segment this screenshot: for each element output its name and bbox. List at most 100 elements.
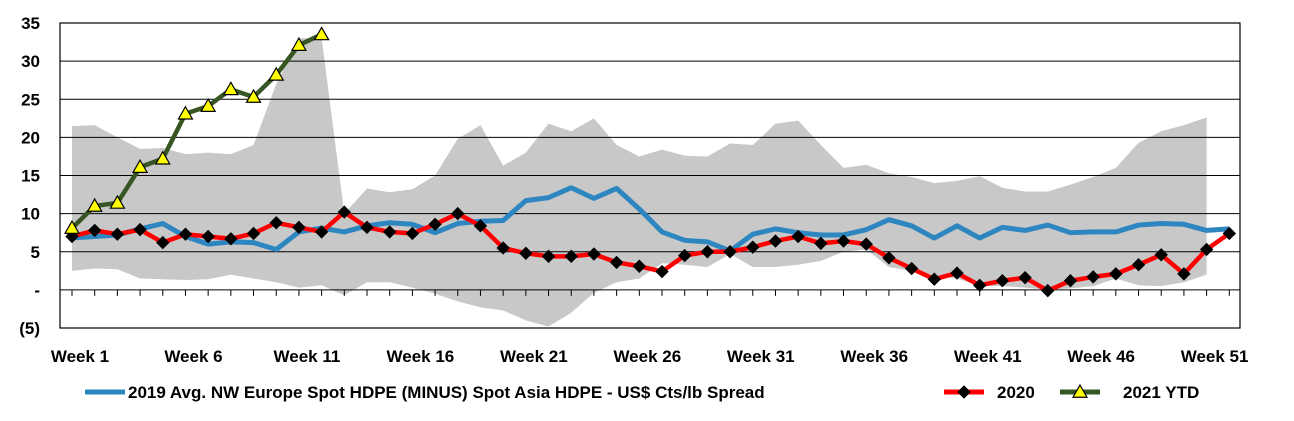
data-point-diamond — [587, 247, 601, 261]
x-tick-label: Week 36 — [840, 347, 908, 366]
range-band-area — [72, 38, 1207, 327]
data-point-diamond — [950, 266, 964, 280]
x-tick-label: Week 31 — [727, 347, 795, 366]
data-point-diamond — [972, 278, 987, 293]
x-tick-label: Week 6 — [164, 347, 222, 366]
data-point-diamond — [87, 223, 102, 238]
data-point-diamond — [655, 264, 669, 279]
data-point-triangle — [154, 150, 171, 165]
data-point-diamond — [836, 234, 851, 248]
series-1 — [65, 205, 1237, 298]
data-point-diamond — [178, 227, 193, 241]
x-tick-label: Week 1 — [51, 347, 109, 366]
y-tick-label: 20 — [21, 128, 40, 147]
legend-item-2: 2021 YTD — [1060, 383, 1199, 402]
y-tick-label: 35 — [21, 14, 40, 33]
data-point-diamond — [957, 385, 971, 399]
data-point-diamond — [700, 245, 715, 259]
x-tick-label: Week 21 — [500, 347, 568, 366]
data-point-diamond — [1063, 274, 1078, 288]
data-point-diamond — [110, 227, 125, 241]
data-point-diamond — [1018, 270, 1032, 285]
data-point-diamond — [382, 225, 397, 239]
series-2 — [63, 26, 330, 234]
data-point-diamond — [1041, 283, 1055, 298]
data-point-diamond — [405, 226, 420, 241]
data-point-diamond — [723, 245, 737, 259]
data-point-diamond — [1086, 270, 1100, 284]
data-point-diamond — [269, 216, 283, 230]
data-point-triangle — [222, 81, 239, 96]
y-tick-label: 10 — [21, 205, 40, 224]
data-point-diamond — [428, 217, 442, 232]
legend-item-1: 2020 — [944, 383, 1035, 402]
data-point-diamond — [1199, 242, 1214, 257]
data-point-diamond — [1131, 258, 1146, 272]
data-point-diamond — [156, 235, 170, 250]
legend-label: 2019 Avg. NW Europe Spot HDPE (MINUS) Sp… — [128, 383, 765, 402]
data-point-triangle — [290, 36, 307, 51]
data-point-diamond — [1154, 248, 1168, 262]
series-0 — [71, 185, 1230, 254]
data-point-diamond — [677, 248, 692, 263]
data-point-diamond — [791, 229, 805, 244]
y-tick-label: 25 — [21, 90, 40, 109]
axes-layer — [59, 22, 1241, 329]
series-line — [71, 209, 1231, 293]
series-layer — [63, 26, 1237, 298]
legend-label: 2020 — [997, 383, 1035, 402]
x-tick-label: Week 51 — [1181, 347, 1249, 366]
data-point-diamond — [768, 234, 783, 248]
data-point-diamond — [995, 274, 1010, 288]
data-point-triangle — [63, 219, 81, 234]
data-point-diamond — [814, 236, 828, 251]
y-tick-label: 30 — [21, 52, 40, 71]
data-point-diamond — [1109, 267, 1123, 281]
data-point-diamond — [246, 226, 261, 241]
range-band-layer — [72, 38, 1207, 327]
data-point-diamond — [360, 220, 374, 235]
data-point-diamond — [519, 246, 533, 260]
x-tick-label: Week 26 — [613, 347, 681, 366]
data-point-diamond — [882, 251, 896, 265]
data-point-diamond — [632, 259, 647, 273]
data-point-triangle — [200, 97, 217, 112]
y-tick-label: - — [34, 281, 40, 300]
legend: 2019 Avg. NW Europe Spot HDPE (MINUS) Sp… — [85, 383, 1199, 402]
legend-label: 2021 YTD — [1123, 383, 1199, 402]
data-point-triangle — [245, 88, 262, 103]
data-point-diamond — [564, 249, 578, 264]
x-tick-label: Week 11 — [274, 347, 341, 366]
data-point-triangle — [268, 66, 285, 81]
x-tick-label: Week 46 — [1067, 347, 1135, 366]
data-point-triangle — [132, 158, 149, 173]
data-point-diamond — [1177, 267, 1191, 281]
data-point-diamond — [314, 225, 329, 239]
data-point-diamond — [496, 241, 510, 255]
data-point-triangle — [109, 194, 126, 209]
data-point-triangle — [313, 26, 330, 41]
data-point-diamond — [201, 229, 215, 244]
y-tick-label: 15 — [21, 167, 40, 186]
data-point-triangle — [86, 197, 103, 212]
data-point-diamond — [927, 272, 942, 286]
data-point-diamond — [1222, 226, 1237, 241]
data-point-diamond — [292, 220, 306, 235]
data-point-diamond — [451, 206, 465, 221]
data-point-diamond — [337, 205, 352, 219]
data-point-diamond — [746, 240, 760, 254]
tick-labels-layer: 35 30 25 20 15 10 5 - (5) Week 1 Week 6 Week 11 Week… — [19, 14, 1248, 366]
data-point-diamond — [224, 232, 238, 246]
data-point-diamond — [859, 237, 873, 251]
data-point-triangle — [1071, 383, 1089, 398]
x-tick-label: Week 16 — [387, 347, 455, 366]
data-point-diamond — [904, 261, 919, 276]
x-tick-label: Week 41 — [954, 347, 1022, 366]
y-tick-label: 5 — [31, 243, 40, 262]
data-point-diamond — [133, 222, 147, 237]
data-point-diamond — [473, 219, 488, 233]
data-point-triangle — [177, 105, 194, 120]
y-tick-label: (5) — [19, 319, 40, 338]
